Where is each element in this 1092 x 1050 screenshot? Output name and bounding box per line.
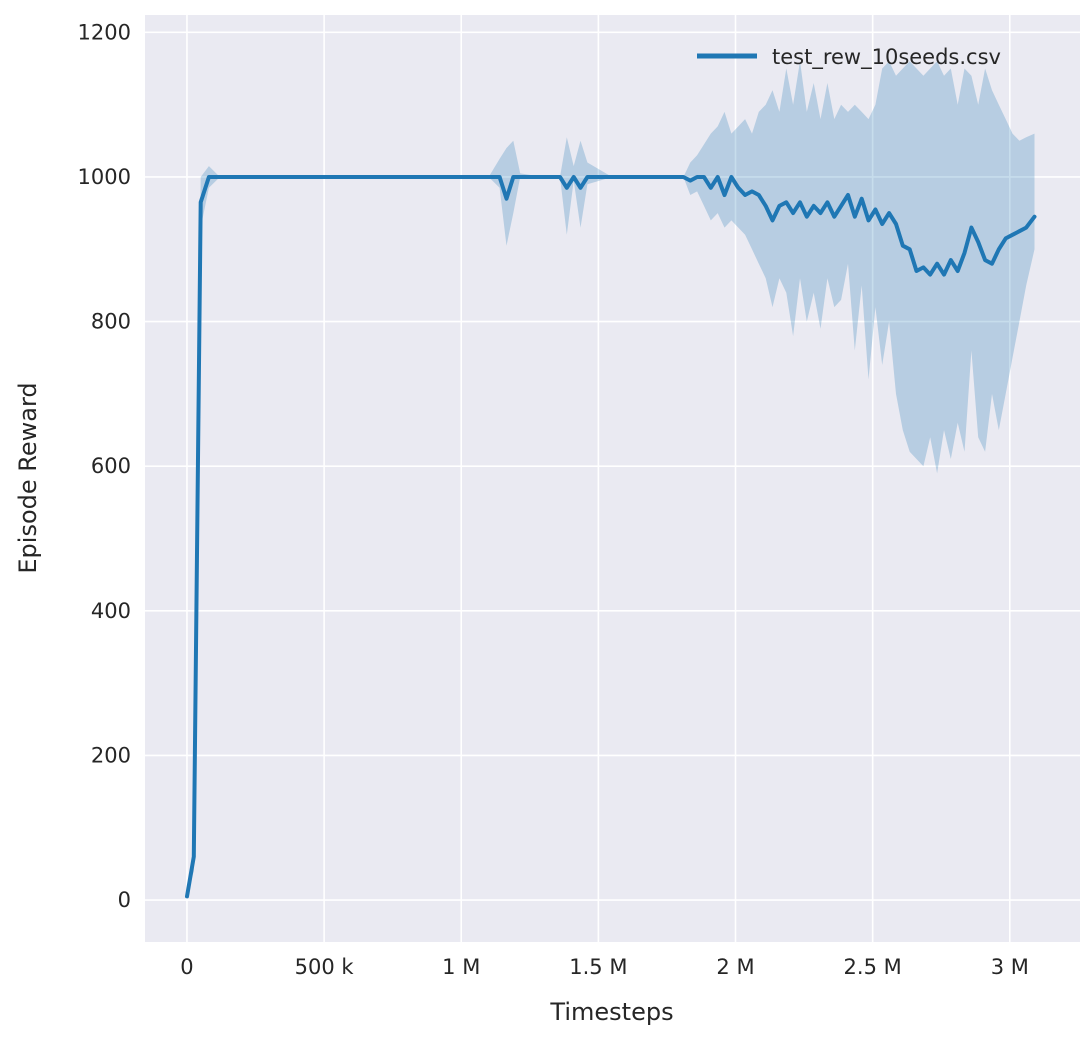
x-tick-label: 500 k (295, 955, 355, 979)
x-tick-label: 0 (180, 955, 193, 979)
confidence-band (187, 61, 1035, 897)
x-tick-labels: 0 500 k 1 M 1.5 M 2 M 2.5 M 3 M (180, 955, 1029, 979)
legend: test_rew_10seeds.csv (697, 45, 1001, 70)
x-axis-label: Timesteps (549, 998, 673, 1026)
plot-area (145, 15, 1080, 942)
y-tick-label: 400 (91, 599, 131, 623)
x-tick-label: 2 M (716, 955, 754, 979)
grid-lines (145, 15, 1080, 942)
y-tick-labels: 0 200 400 600 800 1000 1200 (78, 20, 131, 912)
axes-background (145, 15, 1080, 942)
x-tick-label: 1 M (442, 955, 480, 979)
y-tick-label: 200 (91, 743, 131, 767)
y-tick-label: 600 (91, 454, 131, 478)
series-line (185, 175, 1037, 899)
legend-label: test_rew_10seeds.csv (772, 45, 1001, 70)
y-axis-label: Episode Reward (14, 382, 42, 573)
x-tick-label: 3 M (991, 955, 1029, 979)
y-tick-label: 1200 (78, 20, 131, 44)
x-tick-label: 2.5 M (844, 955, 902, 979)
y-tick-label: 0 (118, 888, 131, 912)
y-tick-label: 800 (91, 310, 131, 334)
y-tick-label: 1000 (78, 165, 131, 189)
x-tick-label: 1.5 M (569, 955, 627, 979)
